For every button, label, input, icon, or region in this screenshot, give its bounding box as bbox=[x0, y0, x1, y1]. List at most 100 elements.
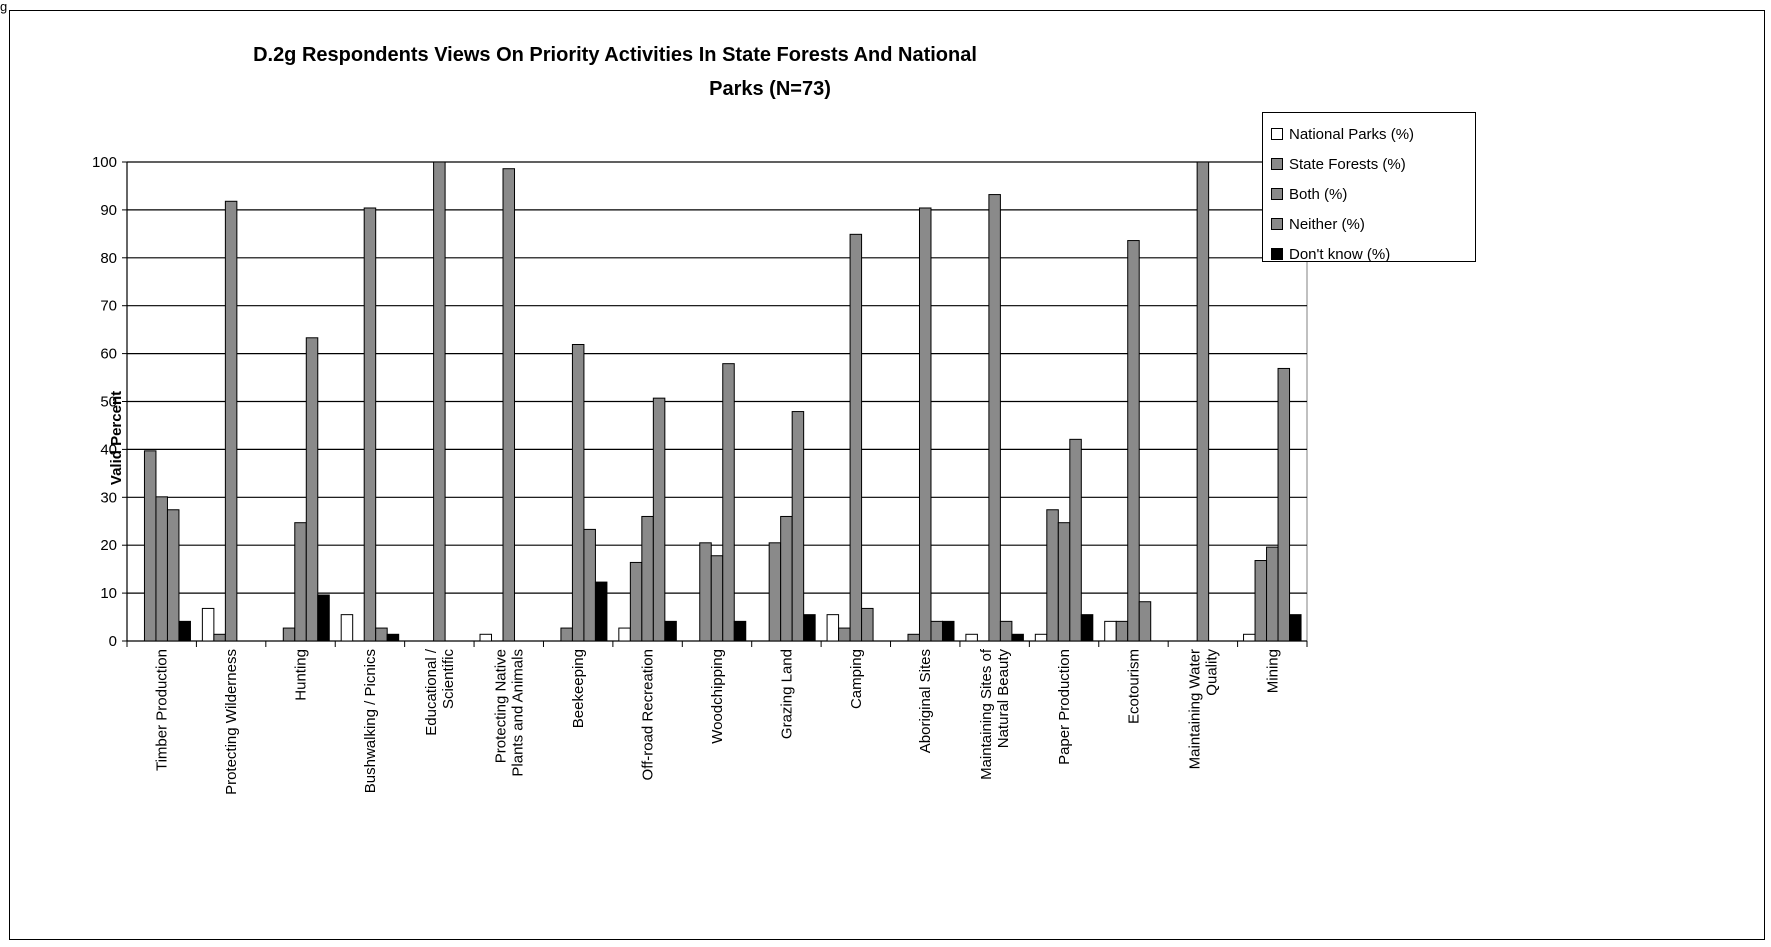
bar bbox=[641, 515, 654, 642]
legend-swatch bbox=[1271, 218, 1283, 230]
y-tick-label: 20 bbox=[100, 537, 117, 554]
x-tick-label: Bushwalking / Picnics bbox=[362, 649, 379, 793]
x-tick-label: Scientific bbox=[440, 649, 457, 710]
x-tick-label: Plants and Animals bbox=[509, 649, 526, 777]
x-tick-label: Mining bbox=[1264, 649, 1281, 693]
bar bbox=[502, 168, 516, 642]
bar bbox=[907, 633, 920, 642]
x-tick-label: Off-road Recreation bbox=[640, 649, 657, 780]
legend: National Parks (%) State Forests (%) Both … bbox=[1262, 112, 1476, 263]
y-tick-label: 40 bbox=[100, 441, 117, 458]
bar bbox=[1254, 560, 1268, 642]
bar bbox=[1080, 614, 1094, 642]
bar bbox=[1289, 614, 1302, 642]
bar bbox=[1069, 438, 1082, 642]
legend-label: Don't know (%) bbox=[1289, 245, 1391, 263]
bar bbox=[375, 627, 388, 642]
bar bbox=[213, 633, 226, 642]
bar bbox=[594, 581, 608, 642]
bar bbox=[733, 620, 747, 642]
x-tick-label: Beekeeping bbox=[570, 649, 587, 728]
x-tick-label: Ecotourism bbox=[1125, 649, 1142, 724]
bar bbox=[768, 542, 782, 642]
x-tick-label: Maintaining Water bbox=[1186, 649, 1203, 769]
y-tick-label: 80 bbox=[100, 250, 117, 267]
legend-item: State Forests (%) bbox=[1263, 149, 1475, 179]
bar bbox=[433, 161, 446, 642]
x-tick-label: Educational / bbox=[423, 648, 440, 736]
bar bbox=[305, 337, 319, 642]
bar bbox=[317, 594, 330, 642]
bar bbox=[861, 607, 874, 642]
x-tick-label: Natural Beauty bbox=[995, 649, 1012, 749]
bar bbox=[479, 633, 493, 642]
bar bbox=[965, 633, 978, 642]
y-tick-label: 100 bbox=[92, 154, 117, 171]
legend-label: National Parks (%) bbox=[1289, 125, 1415, 143]
legend-label: Both (%) bbox=[1289, 185, 1348, 203]
bar bbox=[294, 522, 307, 642]
bar bbox=[1057, 522, 1071, 642]
bar bbox=[826, 614, 840, 642]
bar bbox=[178, 620, 191, 642]
x-tick-label: Protecting Native bbox=[492, 649, 509, 763]
bar bbox=[201, 607, 215, 642]
y-tick-label: 60 bbox=[100, 346, 117, 363]
chart-frame bbox=[9, 10, 1765, 940]
bar bbox=[664, 620, 677, 642]
bar bbox=[618, 627, 631, 642]
x-tick-label: Maintaining Sites of bbox=[978, 648, 995, 780]
bar bbox=[722, 363, 735, 642]
bar bbox=[999, 620, 1013, 642]
bar bbox=[1115, 620, 1129, 642]
chart-title-line2: Parks (N=73) bbox=[709, 78, 831, 100]
x-tick-label: Camping bbox=[848, 649, 865, 709]
x-tick-label: Woodchipping bbox=[709, 649, 726, 744]
legend-swatch bbox=[1271, 188, 1283, 200]
legend-item: Neither (%) bbox=[1263, 209, 1475, 239]
bar bbox=[583, 528, 596, 642]
bar bbox=[780, 515, 793, 642]
bar bbox=[1011, 633, 1024, 642]
x-tick-label: Aboriginal Sites bbox=[917, 649, 934, 753]
bar bbox=[930, 620, 943, 642]
legend-swatch bbox=[1271, 128, 1283, 140]
legend-label: State Forests (%) bbox=[1289, 155, 1406, 173]
bar bbox=[1266, 546, 1279, 642]
bar bbox=[652, 397, 666, 642]
bar bbox=[143, 450, 157, 642]
bar bbox=[571, 343, 585, 642]
bar bbox=[560, 627, 573, 642]
bar bbox=[1046, 509, 1059, 642]
bar bbox=[166, 509, 180, 642]
bar bbox=[791, 411, 805, 642]
x-tick-label: Paper Production bbox=[1056, 649, 1073, 765]
figure-label: g bbox=[0, 0, 8, 14]
bar bbox=[1127, 240, 1140, 642]
legend-item: Both (%) bbox=[1263, 179, 1475, 209]
y-tick-label: 0 bbox=[109, 633, 117, 650]
legend-item: National Parks (%) bbox=[1263, 119, 1475, 149]
bar bbox=[386, 633, 400, 642]
y-tick-label: 50 bbox=[100, 394, 117, 411]
legend-swatch bbox=[1271, 248, 1283, 260]
bar bbox=[988, 194, 1001, 642]
bar bbox=[941, 620, 955, 642]
bar bbox=[1243, 633, 1256, 642]
bar bbox=[838, 627, 851, 642]
y-tick-label: 10 bbox=[100, 585, 117, 602]
x-tick-label: Grazing Land bbox=[778, 649, 795, 739]
bar bbox=[1277, 367, 1291, 642]
bar bbox=[363, 207, 377, 642]
bar bbox=[1104, 620, 1117, 642]
x-tick-label: Protecting Wilderness bbox=[223, 649, 240, 795]
bar bbox=[918, 207, 932, 642]
bar bbox=[340, 614, 354, 642]
y-tick-label: 90 bbox=[100, 202, 117, 219]
legend-item: Don't know (%) bbox=[1263, 239, 1475, 269]
bar bbox=[1138, 601, 1152, 642]
legend-label: Neither (%) bbox=[1289, 215, 1365, 233]
bar bbox=[224, 200, 238, 642]
bar bbox=[629, 561, 643, 642]
bar bbox=[849, 233, 863, 642]
